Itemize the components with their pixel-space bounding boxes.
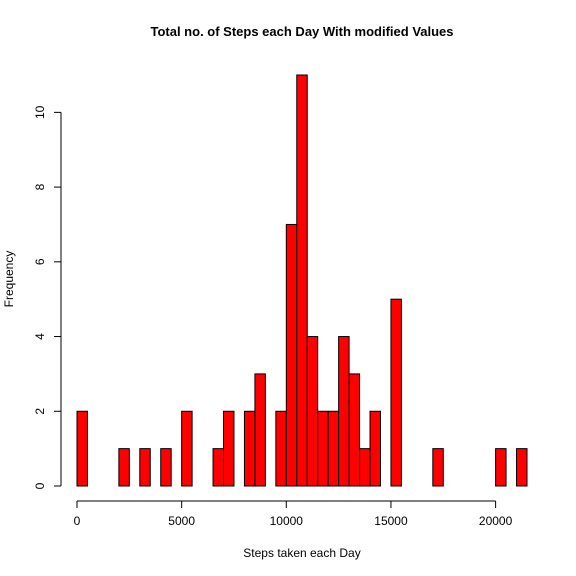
- x-tick-label: 0: [74, 514, 81, 528]
- histogram-bar: [369, 410, 381, 487]
- histogram-bar: [285, 223, 298, 487]
- histogram-bar: [76, 410, 88, 487]
- x-tick-label: 5000: [168, 514, 195, 528]
- histogram-bar: [181, 410, 193, 487]
- histogram-bar: [327, 410, 340, 487]
- y-tick-label: 6: [33, 258, 47, 265]
- histogram-bar: [306, 336, 319, 487]
- histogram-bar: [223, 410, 235, 487]
- x-tick-label: 20000: [479, 514, 513, 528]
- y-axis: 0 2 4 6 8 10: [33, 105, 62, 489]
- x-axis: 0 5000 10000 15000 20000: [74, 500, 513, 528]
- histogram-bar: [432, 448, 444, 487]
- y-tick-label: 4: [33, 333, 47, 340]
- x-tick-label: 15000: [374, 514, 408, 528]
- histogram-bar: [243, 410, 256, 487]
- histogram-bar: [160, 448, 172, 487]
- histogram-bar: [359, 448, 371, 487]
- histogram-bar: [317, 410, 329, 487]
- histogram-bar: [338, 336, 350, 487]
- histogram-bar: [118, 448, 130, 487]
- histogram-bar: [254, 373, 266, 487]
- y-axis-label: Frequency: [2, 251, 16, 308]
- histogram-bar: [275, 410, 287, 487]
- y-tick-label: 10: [33, 105, 47, 119]
- y-tick-label: 2: [33, 408, 47, 415]
- histogram-bar: [212, 448, 225, 487]
- x-axis-label: Steps taken each Day: [243, 546, 360, 560]
- bars-group: [76, 74, 528, 487]
- histogram-bar: [296, 74, 308, 487]
- histogram-bar: [495, 448, 507, 487]
- y-tick-label: 0: [33, 482, 47, 489]
- histogram-bar: [390, 298, 402, 487]
- y-tick-label: 8: [33, 183, 47, 190]
- chart-title: Total no. of Steps each Day With modifie…: [150, 24, 453, 39]
- histogram-bar: [139, 448, 151, 487]
- histogram-bar: [348, 373, 361, 487]
- histogram-bar: [516, 448, 528, 487]
- x-tick-label: 10000: [270, 514, 304, 528]
